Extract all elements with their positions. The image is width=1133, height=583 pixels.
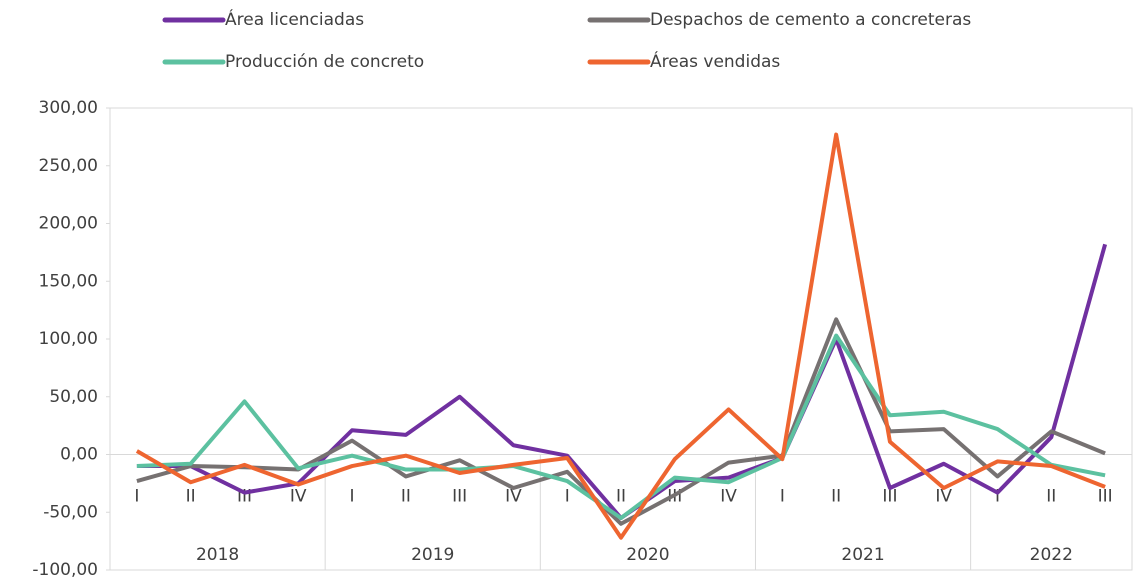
y-tick-label: -100,00 [32,560,98,580]
y-tick-label: 0,00 [60,445,98,465]
legend-label: Despachos de cemento a concreteras [650,10,971,30]
y-tick-label: 100,00 [39,329,98,349]
x-tick-label: III [452,487,467,507]
y-tick-label: 50,00 [49,387,98,407]
x-tick-label: II [401,487,411,507]
x-group-label: 2018 [196,545,239,565]
x-group-label: 2021 [841,545,884,565]
y-tick-label: -50,00 [43,502,98,522]
x-tick-label: I [780,487,785,507]
series-line [135,132,1106,540]
x-tick-label: IV [720,487,737,507]
x-tick-label: III [882,487,897,507]
series-line [136,333,1106,521]
x-tick-label: III [1098,487,1113,507]
y-tick-label: 300,00 [39,98,98,118]
x-group-label: 2020 [626,545,669,565]
x-tick-label: II [186,487,196,507]
x-tick-label: II [616,487,626,507]
y-tick-label: 250,00 [39,156,98,176]
x-tick-label: IV [935,487,952,507]
legend-label: Producción de concreto [225,52,424,72]
legend-label: Áreas vendidas [650,50,780,72]
x-group-label: 2019 [411,545,454,565]
legend-label: Área licenciadas [225,8,364,30]
x-tick-label: II [831,487,841,507]
x-tick-label: I [350,487,355,507]
x-tick-label: I [995,487,1000,507]
x-tick-label: IV [505,487,522,507]
y-tick-label: 200,00 [39,214,98,234]
x-group-label: 2022 [1030,545,1073,565]
x-tick-label: II [1046,487,1056,507]
y-tick-label: 150,00 [39,271,98,291]
x-tick-label: I [565,487,570,507]
x-tick-label: I [134,487,139,507]
x-tick-label: IV [290,487,307,507]
